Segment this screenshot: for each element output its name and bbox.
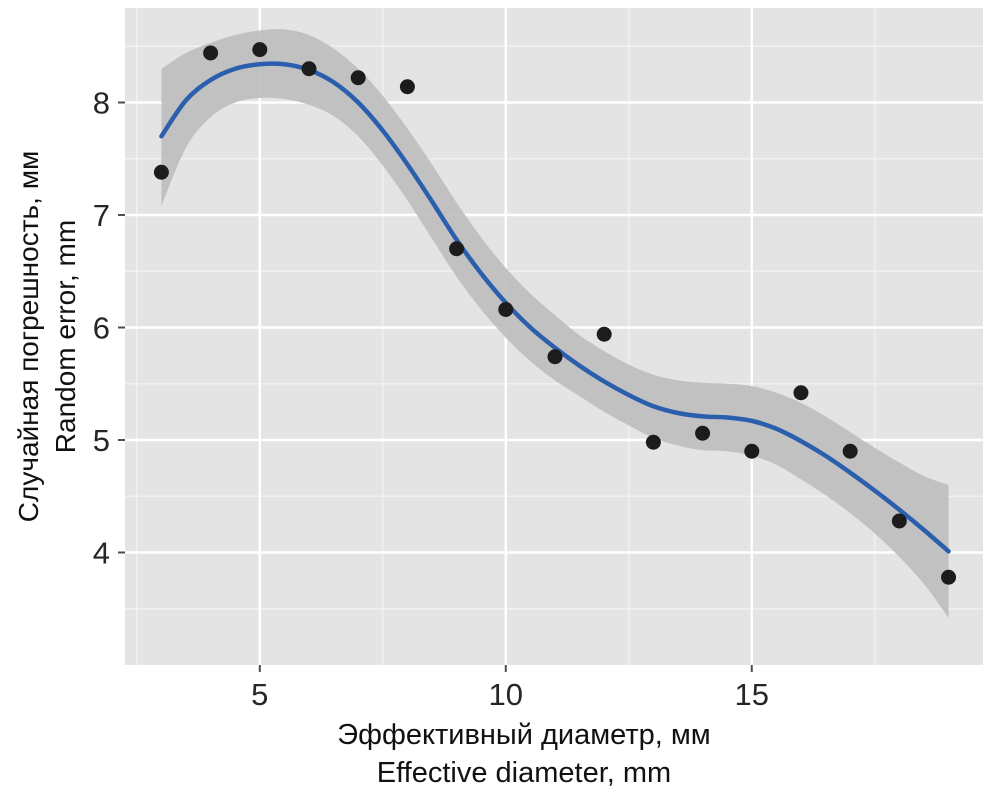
x-tick-label: 5 [251, 677, 268, 712]
data-point [498, 302, 514, 317]
data-point [891, 513, 907, 529]
data-point [399, 79, 415, 95]
data-point [350, 70, 366, 86]
x-axis-title: Эффективный диаметр, мм Effective diamet… [95, 716, 953, 792]
y-axis-title: Случайная погрешность, мм Random error, … [4, 8, 90, 665]
data-point [744, 443, 760, 459]
x-axis-title-ru: Эффективный диаметр, мм [337, 719, 711, 751]
data-point [695, 425, 711, 441]
data-point [547, 349, 563, 365]
data-point [301, 61, 317, 77]
y-axis-title-ru: Случайная погрешность, мм [13, 150, 44, 523]
confidence-ribbon [161, 29, 949, 618]
y-tick-label: 6 [93, 311, 110, 346]
x-tick-label: 10 [489, 677, 523, 712]
data-point [449, 241, 465, 257]
data-point [252, 42, 268, 58]
x-tick-label: 15 [735, 677, 769, 712]
data-point [596, 326, 612, 342]
data-point [153, 164, 169, 180]
y-axis-title-en: Random error, mm [50, 219, 81, 454]
data-point [203, 45, 219, 61]
data-point [645, 434, 661, 450]
y-tick-label: 4 [93, 536, 110, 571]
y-tick-label: 7 [93, 198, 110, 233]
y-tick-label: 5 [93, 423, 110, 458]
data-point [842, 443, 858, 459]
x-axis-title-en: Effective diameter, mm [376, 757, 672, 789]
data-point [941, 569, 957, 585]
smooth-line [159, 61, 951, 554]
data-point [793, 385, 809, 401]
y-tick-label: 8 [93, 86, 110, 121]
